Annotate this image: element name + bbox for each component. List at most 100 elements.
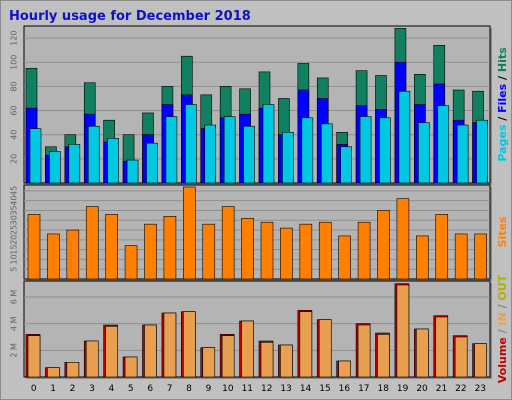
sites-bar: [338, 235, 351, 280]
y-tick-label: 120: [10, 30, 19, 45]
sites-bar: [318, 221, 332, 280]
x-tick-label: 11: [242, 384, 253, 394]
pages-bar: [204, 124, 217, 184]
pages-bar: [398, 90, 411, 184]
pages-bar: [476, 119, 488, 184]
sites-bar: [47, 233, 60, 280]
legend-1: Sites: [496, 216, 509, 247]
legend-entry-out: OUT: [496, 274, 509, 300]
sites-bar: [221, 206, 235, 280]
pages-bar: [68, 144, 81, 184]
plot-panel-0: [23, 25, 491, 184]
sites-bar: [124, 245, 138, 280]
in-bar: [105, 326, 118, 378]
pages-bar: [301, 117, 314, 184]
in-bar: [280, 344, 293, 378]
sites-bar: [27, 214, 41, 280]
x-tick-label: 23: [475, 384, 486, 394]
pages-bar: [49, 151, 61, 184]
sites-bar: [416, 235, 429, 280]
sites-bar: [377, 210, 390, 280]
pages-bar: [165, 116, 178, 184]
x-tick-label: 10: [222, 384, 234, 394]
pages-bar: [146, 142, 158, 184]
pages-bar: [107, 138, 119, 184]
x-tick-label: 21: [436, 384, 447, 394]
y-tick-label: 10: [10, 254, 19, 264]
pages-bar: [262, 104, 275, 184]
sites-bar: [454, 233, 468, 280]
pages-bar: [456, 124, 469, 184]
in-bar: [66, 362, 80, 378]
y-tick-label: 60: [10, 105, 19, 115]
sites-bar: [163, 216, 177, 280]
in-bar: [241, 320, 254, 378]
in-bar: [144, 324, 157, 378]
in-bar: [47, 367, 60, 378]
pages-bar: [185, 104, 197, 184]
pages-bar: [87, 125, 100, 184]
in-bar: [124, 356, 138, 378]
y-tick-label: 80: [10, 81, 19, 91]
y-tick-label: 25: [10, 225, 19, 235]
sites-bar: [85, 206, 99, 280]
x-tick-label: 9: [206, 384, 212, 394]
y-tick-label: 4 M: [10, 316, 19, 331]
x-tick-label: 17: [358, 384, 369, 394]
chart-title: Hourly usage for December 2018: [9, 9, 251, 24]
in-bar: [202, 347, 216, 378]
pages-bar: [340, 146, 352, 184]
sites-bar: [396, 198, 410, 280]
pages-bar: [29, 128, 42, 184]
pages-bar: [126, 159, 139, 184]
x-tick-label: 16: [339, 384, 351, 394]
legend-entry-sites: Sites: [496, 216, 509, 247]
legend-entry-volume: Volume: [496, 337, 509, 383]
sites-bar: [202, 223, 216, 280]
x-tick-label: 7: [167, 384, 173, 394]
in-bar: [377, 334, 390, 378]
in-bar: [435, 316, 449, 378]
in-bar: [357, 324, 371, 378]
in-bar: [85, 340, 99, 378]
pages-bar: [320, 123, 333, 184]
legend-0: Pages / Files / Hits: [496, 47, 509, 162]
sites-bar: [299, 223, 313, 280]
legend-entry-files: Files: [496, 83, 509, 113]
sites-bar: [260, 221, 274, 280]
y-tick-label: 6 M: [10, 290, 19, 305]
legend-entry-in: IN: [496, 312, 509, 325]
x-tick-label: 0: [31, 384, 37, 394]
in-bar: [163, 312, 177, 378]
legend-entry-pages: Pages: [496, 124, 509, 162]
x-tick-label: 20: [416, 384, 428, 394]
in-bar: [416, 328, 429, 378]
x-tick-label: 6: [147, 384, 153, 394]
y-tick-label: 30: [10, 215, 19, 225]
legend-entry-hits: Hits: [496, 47, 509, 72]
x-tick-label: 18: [377, 384, 389, 394]
pages-bar: [223, 116, 236, 184]
y-tick-label: 2 M: [10, 343, 19, 358]
in-bar: [338, 360, 351, 378]
x-tick-label: 22: [455, 384, 466, 394]
y-tick-label: 5: [10, 267, 19, 272]
x-tick-label: 4: [109, 384, 115, 394]
in-bar: [454, 336, 468, 378]
sites-bar: [435, 214, 449, 280]
y-tick-label: 15: [10, 245, 19, 255]
x-tick-label: 5: [128, 384, 134, 394]
x-tick-label: 3: [89, 384, 95, 394]
in-bar: [183, 311, 196, 378]
pages-bar: [243, 125, 255, 184]
x-tick-label: 8: [186, 384, 192, 394]
x-tick-label: 14: [300, 384, 312, 394]
x-tick-label: 13: [280, 384, 291, 394]
in-bar: [474, 343, 487, 378]
pages-bar: [282, 131, 294, 184]
sites-bar: [105, 214, 118, 280]
in-bar: [260, 342, 274, 378]
sites-bar: [144, 223, 157, 280]
in-bar: [396, 284, 410, 378]
